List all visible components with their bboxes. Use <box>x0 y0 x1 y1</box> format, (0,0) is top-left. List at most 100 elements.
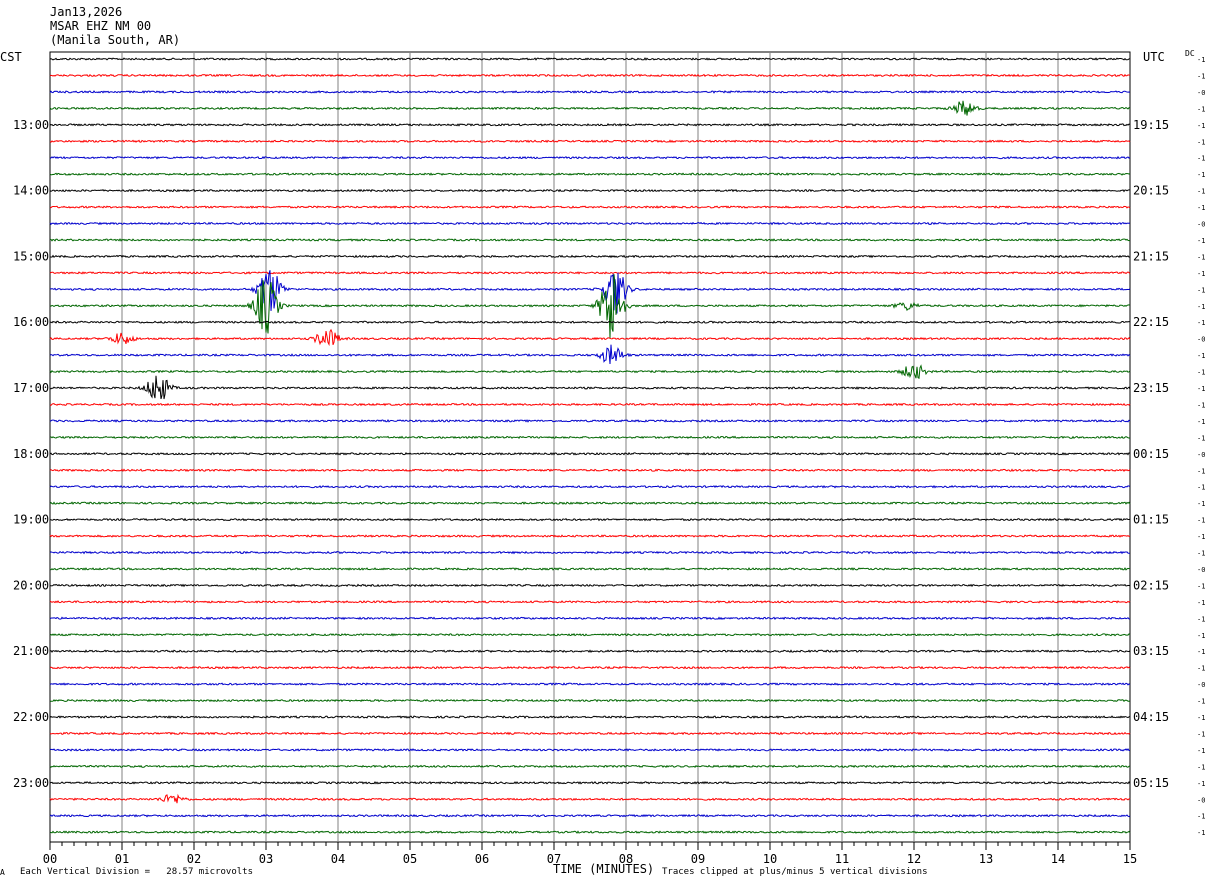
trace-line <box>49 484 1131 489</box>
corner-mark: A <box>0 868 5 877</box>
dc-offset-label: -1 <box>1197 253 1205 261</box>
plot-frame <box>49 51 1131 843</box>
dc-offset-label: -1 <box>1197 122 1205 130</box>
trace-line <box>49 73 1131 78</box>
trace-line <box>49 632 1131 637</box>
left-hour-label: 17:00 <box>13 381 49 395</box>
dc-offset-label: -1 <box>1197 665 1205 673</box>
dc-header-label: DC <box>1185 49 1195 58</box>
dc-offset-label: -1 <box>1197 56 1205 64</box>
dc-offset-label: -0 <box>1197 89 1205 97</box>
dc-offset-label: -1 <box>1197 385 1205 393</box>
left-hour-label: 14:00 <box>13 184 49 198</box>
x-tick-label: 02 <box>187 852 201 866</box>
dc-offset-label: -1 <box>1197 303 1205 311</box>
dc-offset-label: -1 <box>1197 550 1205 558</box>
dc-offset-label: -1 <box>1197 401 1205 409</box>
trace-line <box>49 731 1131 736</box>
dc-offset-label: -1 <box>1197 632 1205 640</box>
dc-offset-label: -1 <box>1197 582 1205 590</box>
x-tick-label: 03 <box>259 852 273 866</box>
x-tick-label: 11 <box>835 852 849 866</box>
trace-line <box>49 649 1131 654</box>
dc-offset-label: -1 <box>1197 352 1205 360</box>
chart-date: Jan13,2026 <box>50 5 123 19</box>
dc-offset-label: -0 <box>1197 681 1205 689</box>
left-hour-label: 15:00 <box>13 249 49 263</box>
x-tick-label: 10 <box>763 852 777 866</box>
trace-line <box>49 402 1131 407</box>
trace-line <box>49 715 1131 719</box>
dc-offset-label: -1 <box>1197 648 1205 656</box>
x-tick-label: 00 <box>43 852 57 866</box>
dc-offset-label: -1 <box>1197 369 1205 377</box>
dc-offset-label: -1 <box>1197 138 1205 146</box>
x-tick-label: 06 <box>475 852 489 866</box>
dc-offset-label: -1 <box>1197 319 1205 327</box>
trace-line <box>49 221 1131 226</box>
dc-offset-label: -1 <box>1197 418 1205 426</box>
trace-line <box>49 583 1131 588</box>
x-tick-label: 12 <box>907 852 921 866</box>
dc-offset-label: -1 <box>1197 500 1205 508</box>
right-hour-label: 23:15 <box>1133 381 1169 395</box>
trace-line <box>49 100 1131 116</box>
trace-line <box>49 320 1131 324</box>
x-tick-label: 01 <box>115 852 129 866</box>
trace-line <box>49 57 1131 61</box>
dc-offset-label: -1 <box>1197 434 1205 442</box>
dc-offset-label: -1 <box>1197 780 1205 788</box>
right-hour-label: 21:15 <box>1133 249 1169 263</box>
trace-line <box>50 254 1131 259</box>
trace-line <box>49 830 1131 834</box>
x-tick-label: 13 <box>979 852 993 866</box>
left-timezone-label: CST <box>0 50 22 64</box>
trace-line <box>49 501 1131 505</box>
trace-line <box>49 271 1131 275</box>
trace-line <box>49 205 1131 209</box>
trace-line <box>49 764 1131 769</box>
dc-offset-label: -1 <box>1197 204 1205 212</box>
trace-line <box>49 435 1131 440</box>
trace-line <box>49 139 1131 144</box>
trace-line <box>49 122 1131 127</box>
dc-offset-label: -1 <box>1197 171 1205 179</box>
dc-offset-label: -1 <box>1197 467 1205 475</box>
x-tick-label: 09 <box>691 852 705 866</box>
right-hour-label: 04:15 <box>1133 710 1169 724</box>
x-tick-label: 04 <box>331 852 345 866</box>
left-hour-label: 22:00 <box>13 710 49 724</box>
right-timezone-label: UTC <box>1143 50 1165 64</box>
trace-line <box>49 419 1131 423</box>
dc-offset-label: -1 <box>1197 615 1205 623</box>
trace-line <box>49 90 1131 94</box>
trace-line <box>49 600 1131 604</box>
x-tick-label: 05 <box>403 852 417 866</box>
dc-offset-label: -1 <box>1197 599 1205 607</box>
left-hour-label: 20:00 <box>13 578 49 592</box>
dc-offset-label: -1 <box>1197 237 1205 245</box>
trace-line <box>49 793 1131 804</box>
dc-offset-label: -1 <box>1197 72 1205 80</box>
trace-line <box>49 698 1131 703</box>
trace-line <box>49 781 1131 785</box>
left-hour-label: 13:00 <box>13 118 49 132</box>
dc-offset-label: -1 <box>1197 517 1205 525</box>
station-code: MSAR EHZ NM 00 <box>50 19 152 33</box>
right-hour-label: 02:15 <box>1133 578 1169 592</box>
dc-offset-label: -1 <box>1197 763 1205 771</box>
vertical-division-note: Each Vertical Division = 28.57 microvolt… <box>20 867 253 877</box>
trace-line <box>49 172 1131 176</box>
dc-offset-label: -1 <box>1197 747 1205 755</box>
trace-line <box>49 452 1131 456</box>
right-hour-label: 20:15 <box>1133 184 1169 198</box>
right-hour-label: 03:15 <box>1133 644 1169 658</box>
x-tick-label: 08 <box>619 852 633 866</box>
dc-offset-label: -1 <box>1197 105 1205 113</box>
dc-offset-label: -1 <box>1197 813 1205 821</box>
dc-offset-label: -1 <box>1197 730 1205 738</box>
trace-line <box>49 188 1130 193</box>
dc-offset-label: -0 <box>1197 221 1205 229</box>
left-hour-label: 23:00 <box>13 776 49 790</box>
